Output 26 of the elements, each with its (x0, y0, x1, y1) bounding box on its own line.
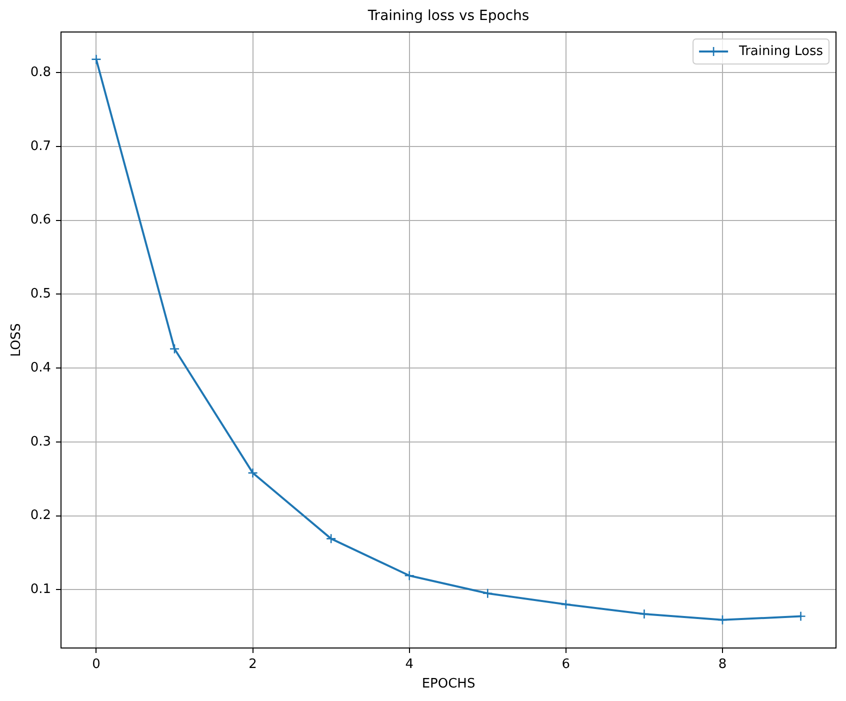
y-tick-label: 0.2 (30, 508, 51, 524)
x-tick-label: 4 (405, 657, 414, 672)
point (169, 344, 180, 354)
x-tick-label: 6 (562, 657, 570, 672)
y-tick-label: 0.7 (30, 138, 51, 154)
point (639, 608, 650, 620)
point (482, 588, 493, 598)
y-tick-label: 0.8 (30, 65, 51, 80)
y-tick-label: 0.5 (30, 286, 51, 302)
y-tick-label: 0.3 (30, 434, 51, 450)
x-tick-label: 0 (92, 657, 100, 672)
x-tick-label: 8 (718, 657, 727, 672)
y-tick-label: 0.1 (30, 582, 51, 598)
y-axis-title: LOSS (9, 323, 24, 357)
point (326, 534, 336, 544)
y-tick-label: 0.6 (30, 212, 51, 228)
chart-title: Training loss vs Epochs (366, 8, 530, 24)
point (560, 599, 572, 610)
point (91, 54, 102, 64)
x-axis-title: EPOCHS (422, 676, 476, 692)
point (248, 468, 258, 478)
legend-label: Training Loss (738, 44, 824, 59)
y-tick-label: 0.4 (30, 360, 51, 376)
point (404, 570, 415, 581)
x-tick-label: 2 (248, 657, 257, 672)
point (717, 614, 728, 626)
